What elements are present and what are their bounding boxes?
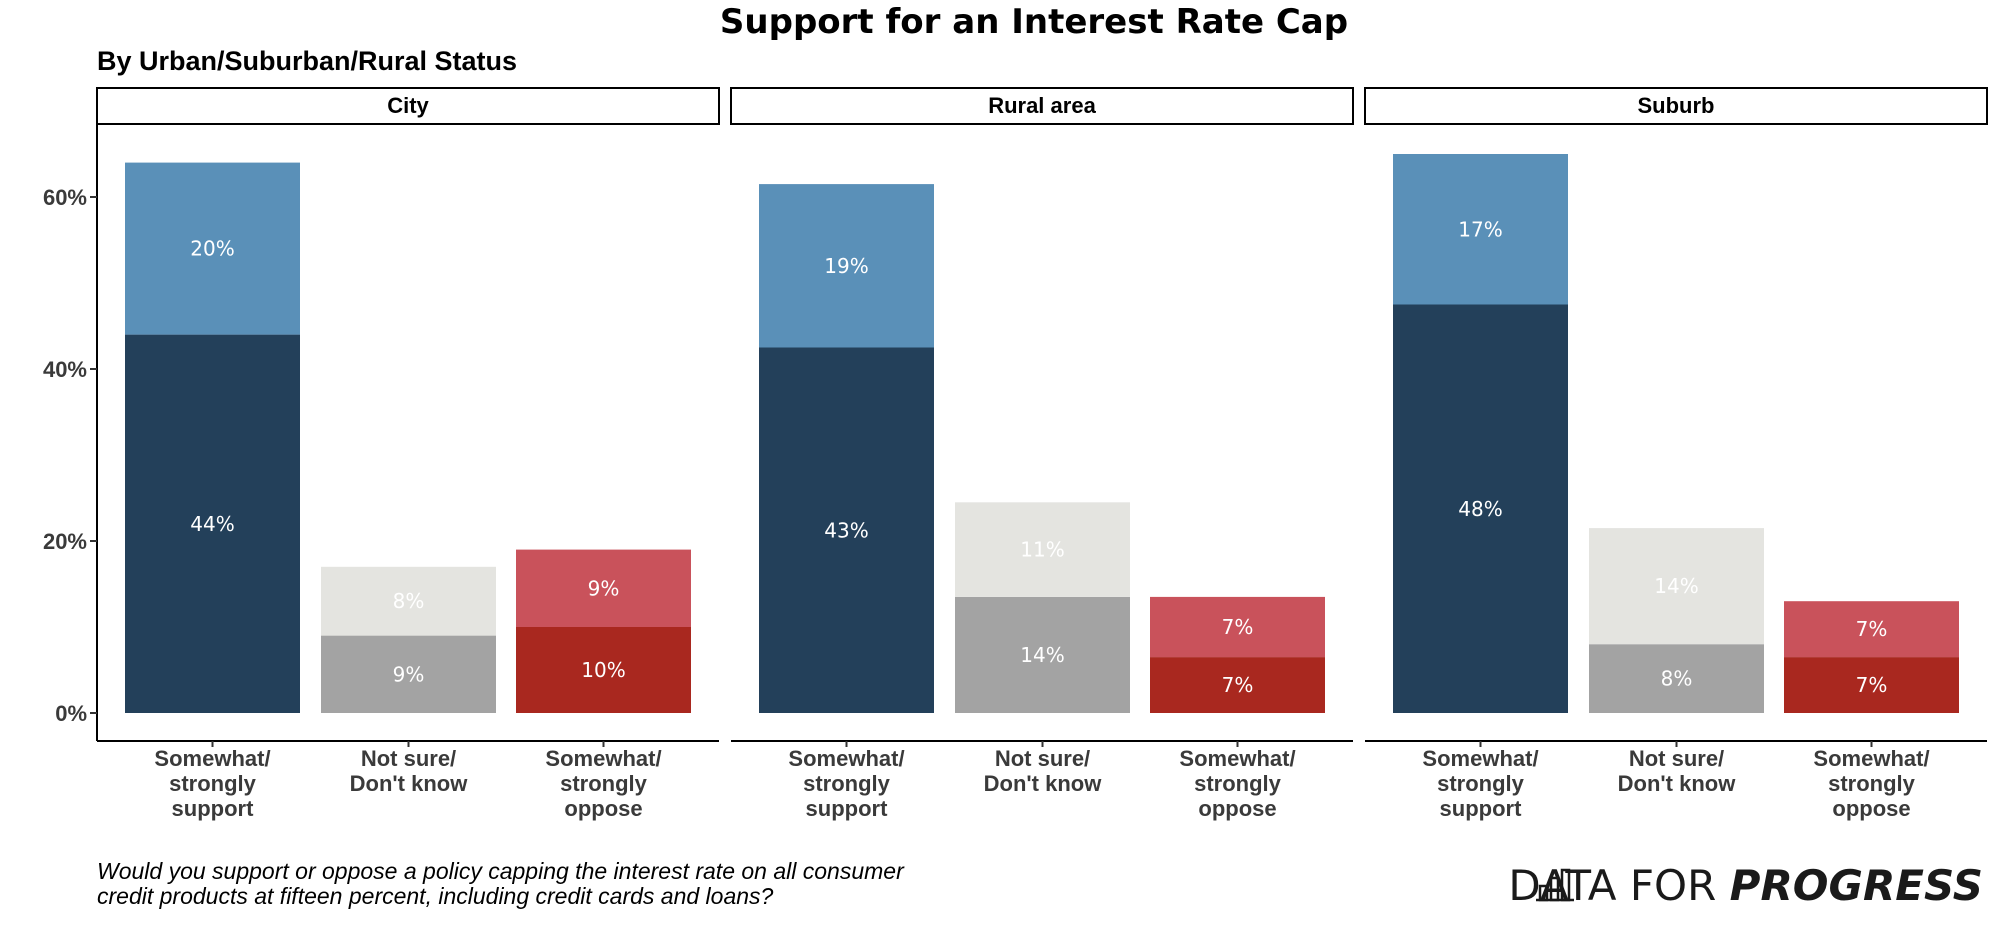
bar-segment — [955, 596, 1130, 713]
facet-strip — [730, 87, 1354, 125]
x-category-label-line: strongly — [1828, 771, 1916, 796]
brand-name-bold: PROGRESS — [1730, 861, 1983, 910]
x-category-label-line: support — [806, 796, 889, 821]
question-caption-line-1: Would you support or oppose a policy cap… — [97, 858, 905, 884]
x-category-label-line: Somewhat/ — [788, 746, 904, 771]
bar-segment-label: 9% — [588, 576, 620, 600]
x-category-label-line: oppose — [564, 796, 642, 821]
y-tick-label: 20% — [43, 529, 87, 554]
bar-segment — [1393, 304, 1568, 713]
y-tick-label: 40% — [43, 357, 87, 382]
bar-segment — [1393, 154, 1568, 305]
bar-segment — [1150, 657, 1325, 713]
bar-segment-label: 17% — [1458, 217, 1502, 241]
bar-segment — [321, 635, 496, 713]
brand-name: DATA FOR PROGRESS — [1508, 861, 1983, 910]
facet-strip — [1364, 87, 1988, 125]
bar-chart-icon — [1536, 868, 1574, 902]
bar-segment-label: 8% — [393, 589, 425, 613]
bar-segment-label: 43% — [824, 518, 868, 542]
bar-segment-label: 9% — [393, 662, 425, 686]
x-category-label: Somewhat/strongly oppose — [1813, 746, 1929, 821]
y-tick-label: 0% — [55, 701, 87, 726]
bar-segment — [759, 184, 934, 348]
bar-segment-label: 7% — [1222, 673, 1254, 697]
x-category-label: Somewhat/strongly support — [1422, 746, 1538, 821]
x-category-label: Not sure/Don't know — [1618, 746, 1737, 796]
bar-segment-label: 11% — [1020, 538, 1064, 562]
bar-segment — [1784, 601, 1959, 658]
bar-segment — [125, 334, 300, 713]
bar-segment — [1589, 528, 1764, 645]
x-category-label: Somewhat/strongly support — [788, 746, 904, 821]
x-category-label-line: Somewhat/ — [154, 746, 270, 771]
x-category-label-line: support — [1440, 796, 1523, 821]
y-tick-label: 60% — [43, 185, 87, 210]
x-category-label-line: strongly — [169, 771, 257, 796]
x-category-label: Somewhat/strongly oppose — [545, 746, 661, 821]
bar-segment-label: 10% — [581, 658, 625, 682]
bar-segment — [1784, 657, 1959, 713]
bar-segment — [1589, 644, 1764, 713]
x-category-label: Not sure/Don't know — [350, 746, 469, 796]
brand-logo: DATA FOR PROGRESS — [1508, 861, 1983, 910]
bar-segment-label: 14% — [1654, 574, 1698, 598]
x-category-label-line: oppose — [1832, 796, 1910, 821]
bar-segment — [955, 502, 1130, 597]
x-category-label-line: Don't know — [984, 771, 1103, 796]
facet-strip — [96, 87, 720, 125]
x-category-label-line: oppose — [1198, 796, 1276, 821]
x-category-label-line: Somewhat/ — [1422, 746, 1538, 771]
chart-title: Support for an Interest Rate Cap — [720, 2, 1348, 42]
chart-subtitle: By Urban/Suburban/Rural Status — [97, 46, 517, 76]
x-category-label-line: Not sure/ — [361, 746, 456, 771]
bar-segment-label: 44% — [190, 512, 234, 536]
bar-segment-label: 8% — [1661, 667, 1693, 691]
bar-segment-label: 7% — [1856, 617, 1888, 641]
x-category-label-line: strongly — [803, 771, 891, 796]
x-category-label-line: Don't know — [350, 771, 469, 796]
x-category-label-line: Somewhat/ — [1179, 746, 1295, 771]
bar-segment-label: 14% — [1020, 643, 1064, 667]
x-category-label-line: support — [172, 796, 255, 821]
bar-segment-label: 20% — [190, 237, 234, 261]
x-category-label-line: strongly — [1194, 771, 1282, 796]
question-caption-line-2: credit products at fifteen percent, incl… — [97, 883, 774, 909]
x-category-label-line: strongly — [560, 771, 648, 796]
x-category-label-line: Somewhat/ — [1813, 746, 1929, 771]
bar-segment — [321, 566, 496, 636]
bar-segment — [516, 549, 691, 627]
bar-segment-label: 19% — [824, 254, 868, 278]
x-category-label: Somewhat/strongly support — [154, 746, 270, 821]
x-category-label-line: Not sure/ — [1629, 746, 1724, 771]
bar-segment — [125, 162, 300, 335]
bar-segment — [516, 627, 691, 713]
x-category-label: Somewhat/strongly oppose — [1179, 746, 1295, 821]
x-category-label-line: strongly — [1437, 771, 1525, 796]
x-category-label-line: Not sure/ — [995, 746, 1090, 771]
bar-segment-label: 7% — [1856, 673, 1888, 697]
bar-segment-label: 48% — [1458, 497, 1502, 521]
x-category-label-line: Don't know — [1618, 771, 1737, 796]
facet-strip-label: City — [387, 93, 429, 118]
bar-segment — [759, 347, 934, 713]
x-category-label-line: Somewhat/ — [545, 746, 661, 771]
brand-name-light: DATA FOR — [1508, 861, 1729, 910]
x-category-label: Not sure/Don't know — [984, 746, 1103, 796]
bar-segment-label: 7% — [1222, 615, 1254, 639]
facet-strip-label: Suburb — [1638, 93, 1715, 118]
facet-strip-label: Rural area — [988, 93, 1096, 118]
bar-segment — [1150, 596, 1325, 658]
